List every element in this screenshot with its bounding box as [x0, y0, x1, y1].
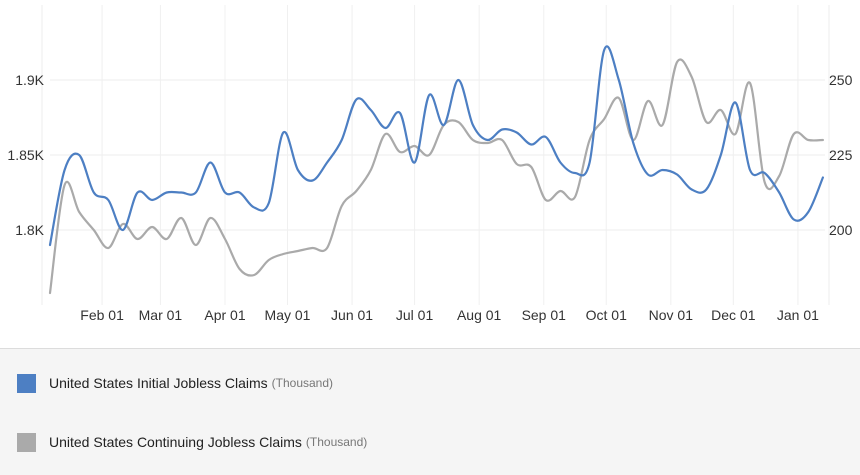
legend-swatch-initial-claims: [17, 373, 36, 393]
legend-label-initial-claims: United States Initial Jobless Claims: [49, 375, 268, 391]
x-axis-tick-label: Sep 01: [522, 307, 567, 323]
series-line-continuing-claims[interactable]: [48, 58, 824, 295]
x-axis-tick-label: Aug 01: [457, 307, 502, 323]
chart-area: 1.8K 1.85K 1.9K 200 225 250 Feb 01 Mar 01 Apr 01…: [7, 5, 853, 323]
right-axis-tick-label: 200: [829, 222, 853, 238]
x-axis-tick-label: Nov 01: [649, 307, 694, 323]
legend-unit-continuing-claims: (Thousand): [305, 435, 368, 449]
left-axis-tick-label: 1.9K: [15, 72, 44, 88]
left-axis-tick-label: 1.8K: [15, 222, 44, 238]
grid: [41, 5, 830, 305]
axes: 1.8K 1.85K 1.9K 200 225 250 Feb 01 Mar 01 Apr 01…: [7, 72, 852, 323]
x-axis-tick-label: Mar 01: [139, 307, 183, 323]
x-axis-tick-label: Feb 01: [80, 307, 124, 323]
series-line-initial-claims[interactable]: [48, 45, 824, 247]
legend-item-initial-claims[interactable]: United States Initial Jobless Claims (Th…: [17, 372, 333, 394]
x-axis-tick-label: Oct 01: [586, 307, 627, 323]
legend-label-continuing-claims: United States Continuing Jobless Claims: [49, 434, 302, 450]
x-axis-tick-label: Jun 01: [331, 307, 373, 323]
legend-swatch-continuing-claims: [17, 432, 36, 452]
left-axis-tick-label: 1.85K: [7, 147, 44, 163]
right-axis-tick-label: 250: [829, 72, 853, 88]
x-axis-tick-label: Apr 01: [204, 307, 245, 323]
x-axis-tick-label: Jul 01: [396, 307, 434, 323]
x-axis-tick-label: May 01: [265, 307, 311, 323]
legend: United States Initial Jobless Claims (Th…: [0, 348, 860, 475]
x-axis-tick-label: Dec 01: [711, 307, 756, 323]
x-axis-tick-label: Jan 01: [777, 307, 819, 323]
right-axis-tick-label: 225: [829, 147, 853, 163]
legend-unit-initial-claims: (Thousand): [271, 376, 334, 390]
line-chart: 1.8K 1.85K 1.9K 200 225 250 Feb 01 Mar 01 Apr 01…: [7, 5, 853, 323]
series-lines: [48, 45, 824, 295]
legend-item-continuing-claims[interactable]: United States Continuing Jobless Claims …: [17, 431, 367, 453]
